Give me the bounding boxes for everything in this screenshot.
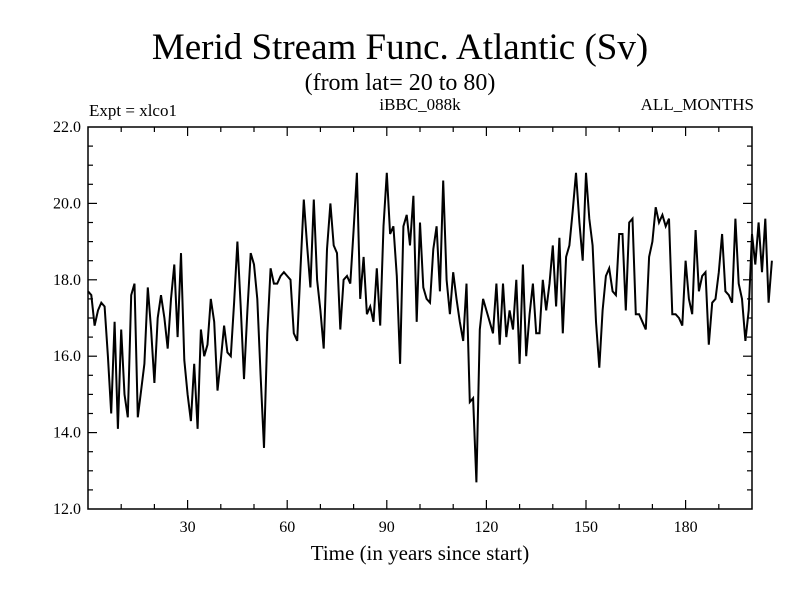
y-tick-label: 12.0 <box>53 501 81 518</box>
plot-frame <box>87 126 753 510</box>
x-axis-label: Time (in years since start) <box>310 541 530 565</box>
x-tick-label: 60 <box>279 519 295 536</box>
x-tick-label: 150 <box>574 519 598 536</box>
y-tick-label: 20.0 <box>53 195 81 212</box>
experiment-label: Expt = xlco1 <box>89 101 177 120</box>
y-tick-label: 22.0 <box>53 119 81 136</box>
x-tick-label: 180 <box>674 519 698 536</box>
x-tick-label: 90 <box>379 519 395 536</box>
y-tick-label: 16.0 <box>53 348 81 365</box>
x-tick-label: 30 <box>180 519 196 536</box>
axis-ticks <box>88 127 752 509</box>
months-label: ALL_MONTHS <box>640 95 754 114</box>
y-tick-label: 18.0 <box>53 272 81 289</box>
axis-tick-labels: 30 60 90 120 150 180 12.0 14.0 16.0 18.0 20.0 22.0 <box>53 119 698 536</box>
x-tick-label: 120 <box>474 519 498 536</box>
chart-subtitle: (from lat= 20 to 80) <box>304 70 496 96</box>
chart-title: Merid Stream Func. Atlantic (Sv) <box>151 27 649 68</box>
series-line <box>87 172 773 483</box>
run-id-label: iBBC_088k <box>379 95 461 114</box>
y-tick-label: 14.0 <box>53 425 81 442</box>
